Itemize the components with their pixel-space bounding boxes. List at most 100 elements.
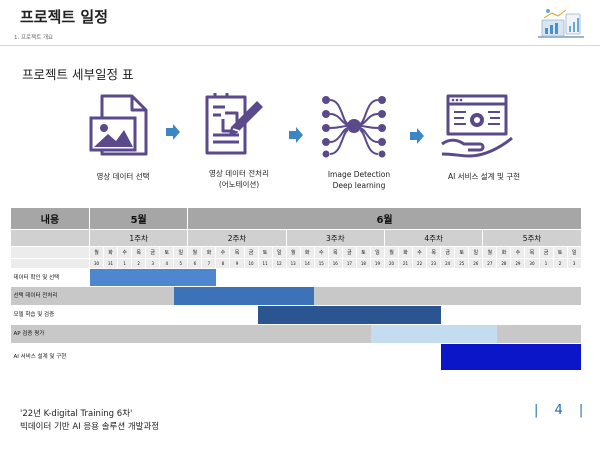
- task-track: [89, 324, 582, 344]
- date-cell: 1: [117, 258, 133, 269]
- day-of-week: 금: [538, 246, 554, 259]
- day-of-week: 월: [88, 246, 105, 259]
- week-header-spacer: [10, 229, 90, 247]
- date-cell: 7: [201, 258, 217, 269]
- step-label: 영상 데이터 선택: [96, 172, 150, 181]
- day-of-week: 목: [327, 246, 343, 259]
- day-of-week: 수: [313, 246, 329, 259]
- date-cell: 23: [426, 258, 442, 269]
- day-of-week: 목: [426, 246, 442, 259]
- task-label: AP 검증 평가: [10, 324, 90, 344]
- date-cell: 2: [552, 258, 568, 269]
- date-cell: 22: [412, 258, 428, 269]
- day-of-week: 화: [496, 246, 512, 259]
- date-cell: 4: [159, 258, 175, 269]
- day-of-week: 목: [524, 246, 540, 259]
- header-divider: [0, 45, 600, 46]
- date-cell: 2: [131, 258, 147, 269]
- day-of-week: 목: [131, 246, 147, 259]
- document-edit-icon: [205, 93, 263, 155]
- arrow-right-icon: [410, 128, 424, 144]
- task-label: AI 서비스 설계 및 구현: [10, 343, 90, 370]
- date-cell: 20: [383, 258, 400, 269]
- day-of-week: 월: [383, 246, 400, 259]
- date-cell: 13: [285, 258, 301, 269]
- day-of-week: 일: [566, 246, 582, 259]
- step-label: Image Detection Deep learning: [327, 170, 391, 190]
- dow-header-spacer: [10, 246, 90, 259]
- day-of-week: 금: [341, 246, 357, 259]
- task-track: [89, 286, 582, 306]
- date-cell: 3: [145, 258, 161, 269]
- day-of-week: 수: [117, 246, 133, 259]
- gantt-bar: [440, 344, 582, 370]
- date-cell: 12: [271, 258, 287, 269]
- day-of-week: 일: [173, 246, 189, 259]
- day-of-week: 월: [482, 246, 498, 259]
- date-cell: 30: [524, 258, 540, 269]
- date-cell: 14: [299, 258, 315, 269]
- day-of-week: 수: [215, 246, 231, 259]
- task-label: 선택 데이터 전처리: [10, 286, 90, 306]
- date-cell: 8: [215, 258, 231, 269]
- task-row: AI 서비스 설계 및 구현: [10, 343, 582, 370]
- day-of-week: 금: [243, 246, 259, 259]
- month-header: 5월: [88, 207, 189, 230]
- date-cell: 31: [103, 258, 119, 269]
- task-track: [89, 305, 582, 325]
- day-of-week: 토: [552, 246, 568, 259]
- task-track: [89, 343, 582, 370]
- day-of-week: 금: [440, 246, 456, 259]
- gantt-bar: [173, 287, 315, 305]
- day-of-week: 월: [285, 246, 301, 259]
- date-cell: 1: [538, 258, 554, 269]
- footer-course-subtitle: 빅데이터 기반 AI 응용 솔루션 개발과정: [20, 422, 160, 432]
- date-cell: 15: [313, 258, 329, 269]
- day-of-week: 토: [355, 246, 371, 259]
- neural-network-icon: [322, 96, 386, 158]
- date-cell: 6: [187, 258, 203, 269]
- day-of-week: 토: [454, 246, 470, 259]
- week-header: 2주차: [187, 229, 287, 247]
- day-of-week: 화: [201, 246, 217, 259]
- date-cell: 24: [440, 258, 456, 269]
- date-cell: 17: [341, 258, 357, 269]
- day-of-week: 월: [187, 246, 203, 259]
- date-cell: 18: [355, 258, 371, 269]
- date-cell: 28: [496, 258, 512, 269]
- week-header: 5주차: [482, 229, 582, 247]
- month-header: 6월: [187, 207, 582, 230]
- day-of-week: 화: [103, 246, 119, 259]
- task-row: 선택 데이터 전처리: [10, 286, 582, 306]
- breadcrumb: 1. 프로젝트 개요: [14, 35, 54, 41]
- gantt-bar: [258, 306, 441, 324]
- date-cell: 9: [229, 258, 245, 269]
- date-cell: 5: [173, 258, 189, 269]
- date-cell: 25: [454, 258, 470, 269]
- week-header: 3주차: [285, 229, 385, 247]
- step-label: 영상 데이터 전처리 (어노테이션): [209, 169, 269, 189]
- day-of-week: 화: [398, 246, 414, 259]
- date-cell: 29: [510, 258, 526, 269]
- date-cell: 30: [88, 258, 105, 269]
- day-of-week: 목: [229, 246, 245, 259]
- day-of-week: 토: [159, 246, 175, 259]
- week-header: 4주차: [383, 229, 484, 247]
- arrow-right-icon: [166, 124, 180, 140]
- section-title: 프로젝트 세부일정 표: [22, 67, 134, 82]
- day-of-week: 수: [510, 246, 526, 259]
- week-header: 1주차: [88, 229, 189, 247]
- page-number: | 4 |: [534, 403, 590, 418]
- gantt-bar: [370, 325, 497, 343]
- day-of-week: 금: [145, 246, 161, 259]
- step-label: AI 서비스 설계 및 구현: [447, 172, 521, 181]
- day-of-week: 토: [257, 246, 273, 259]
- task-label: 데이터 확인 및 선택: [10, 268, 90, 287]
- date-cell: 26: [468, 258, 484, 269]
- task-row: AP 검증 평가: [10, 324, 582, 344]
- day-of-week: 화: [299, 246, 315, 259]
- date-header-spacer: [10, 258, 90, 269]
- date-cell: 3: [566, 258, 582, 269]
- day-of-week: 수: [412, 246, 428, 259]
